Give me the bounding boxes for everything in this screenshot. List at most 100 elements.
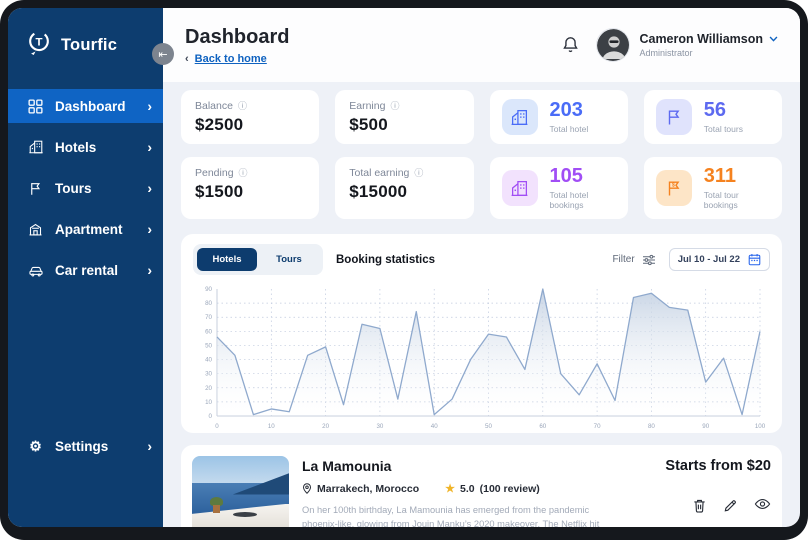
chevron-down-icon — [769, 36, 778, 42]
sidebar-item-settings[interactable]: ⚙ Settings › — [8, 429, 163, 463]
hotel-listing-card[interactable]: La Mamounia Marrakech, Morocco ★ 5.0 — [181, 445, 782, 527]
info-icon[interactable]: ⓘ — [414, 168, 424, 178]
page-title: Dashboard — [185, 25, 290, 48]
sidebar-item-label: Hotels — [55, 139, 97, 155]
svg-text:60: 60 — [205, 328, 212, 335]
stat-value: $2500 — [195, 115, 244, 134]
hotel-thumbnail — [192, 456, 289, 527]
stat-card-total-hotel: 203 Total hotel — [489, 90, 628, 144]
sidebar-item-apartment[interactable]: Apartment › — [8, 212, 163, 246]
sidebar-item-label: Tours — [55, 180, 92, 196]
count-label: Total hotel — [549, 124, 589, 134]
trash-icon — [694, 499, 705, 513]
stat-card-total-hotel-bookings: 105 Total hotel bookings — [489, 157, 628, 219]
sidebar-collapse-button[interactable]: ⇤ — [152, 43, 174, 65]
flag-icon — [27, 181, 44, 196]
stat-card-balance: Balance ⓘ $2500 — [181, 90, 320, 144]
svg-text:100: 100 — [755, 423, 766, 430]
tab-hotels[interactable]: Hotels — [197, 248, 257, 271]
stat-card-total-tour-bookings: $ 311 Total tour bookings — [643, 157, 782, 219]
avatar — [596, 28, 631, 62]
chevron-right-icon: › — [147, 438, 152, 454]
stat-card-pending: Pending ⓘ $1500 — [181, 157, 320, 219]
gear-icon: ⚙ — [29, 437, 42, 454]
svg-text:40: 40 — [205, 357, 212, 364]
svg-text:10: 10 — [205, 399, 212, 406]
svg-text:T: T — [35, 37, 42, 49]
hotel-rating: ★ 5.0 (100 review) — [445, 482, 540, 496]
collapse-icon: ⇤ — [158, 48, 168, 61]
back-to-home-link[interactable]: ‹ Back to home — [185, 52, 267, 65]
user-role: Administrator — [639, 48, 693, 58]
chevron-right-icon: › — [147, 262, 152, 278]
count-value: 311 — [703, 165, 737, 187]
chevron-right-icon: › — [147, 221, 152, 237]
svg-text:70: 70 — [205, 314, 212, 321]
booking-statistics-card: Hotels Tours Booking statistics Filter — [181, 234, 782, 433]
count-value: 203 — [549, 99, 583, 121]
sidebar-item-car-rental[interactable]: Car rental › — [8, 253, 163, 287]
svg-text:20: 20 — [322, 423, 329, 430]
chart-tabs: Hotels Tours — [193, 244, 323, 275]
svg-text:40: 40 — [431, 423, 438, 430]
logo[interactable]: T Tourfic — [8, 8, 163, 89]
apartment-icon — [27, 222, 44, 237]
sidebar-item-label: Dashboard — [55, 98, 126, 114]
hotel-name: La Mamounia — [302, 458, 392, 474]
svg-text:90: 90 — [205, 286, 212, 293]
app: T Tourfic Dashboard › — [8, 8, 800, 527]
price-label: Starts from $20 — [665, 458, 771, 474]
stat-card-total-earning: Total earning ⓘ $15000 — [335, 157, 474, 219]
count-value: 105 — [549, 165, 583, 187]
svg-text:0: 0 — [215, 423, 219, 430]
user-name: Cameron Williamson — [639, 32, 763, 46]
svg-text:70: 70 — [594, 423, 601, 430]
back-chevron-icon: ‹ — [185, 52, 189, 65]
info-icon[interactable]: ⓘ — [390, 101, 400, 111]
sidebar: T Tourfic Dashboard › — [8, 8, 163, 527]
location-pin-icon — [302, 483, 312, 494]
svg-text:90: 90 — [702, 423, 709, 430]
hotel-icon — [27, 139, 44, 155]
stat-card-earning: Earning ⓘ $500 — [335, 90, 474, 144]
hotel-icon — [501, 99, 538, 135]
svg-text:50: 50 — [205, 342, 212, 349]
chevron-right-icon: › — [147, 180, 152, 196]
stats-grid: Balance ⓘ $2500 Earning ⓘ $500 — [181, 90, 782, 219]
flag-icon — [655, 99, 692, 135]
count-value: 56 — [703, 99, 726, 121]
count-label: Total tours — [703, 124, 743, 134]
chevron-right-icon: › — [147, 139, 152, 155]
sidebar-item-dashboard[interactable]: Dashboard › — [8, 89, 163, 123]
logo-text: Tourfic — [61, 36, 118, 54]
star-icon: ★ — [445, 483, 455, 495]
filter-button[interactable]: Filter — [612, 254, 655, 266]
info-icon[interactable]: ⓘ — [238, 168, 248, 178]
notification-bell-icon[interactable] — [561, 35, 580, 55]
car-icon — [27, 262, 44, 278]
stat-card-total-tours: 56 Total tours — [643, 90, 782, 144]
sidebar-item-hotels[interactable]: Hotels › — [8, 130, 163, 164]
svg-text:60: 60 — [539, 423, 546, 430]
sidebar-item-tours[interactable]: Tours › — [8, 171, 163, 205]
svg-text:30: 30 — [205, 371, 212, 378]
info-icon[interactable]: ⓘ — [237, 101, 247, 111]
count-label: Total hotel bookings — [549, 190, 589, 210]
view-button[interactable] — [754, 498, 771, 514]
svg-text:30: 30 — [376, 423, 383, 430]
tourfic-logo-icon: T — [24, 28, 54, 63]
flag-icon: $ — [655, 170, 692, 206]
edit-button[interactable] — [723, 498, 738, 514]
count-label: Total tour bookings — [703, 190, 739, 210]
tab-tours[interactable]: Tours — [276, 254, 302, 265]
calendar-icon — [748, 254, 761, 266]
chevron-right-icon: › — [147, 98, 152, 114]
dashboard-icon — [27, 98, 44, 114]
date-range-picker[interactable]: Jul 10 - Jul 22 — [668, 248, 770, 271]
eye-icon — [754, 498, 771, 510]
user-menu[interactable]: Cameron Williamson Administrator — [596, 28, 778, 62]
delete-button[interactable] — [692, 498, 707, 514]
listing-actions — [692, 498, 771, 514]
hotel-description: On her 100th birthday, La Mamounia has e… — [302, 505, 600, 527]
